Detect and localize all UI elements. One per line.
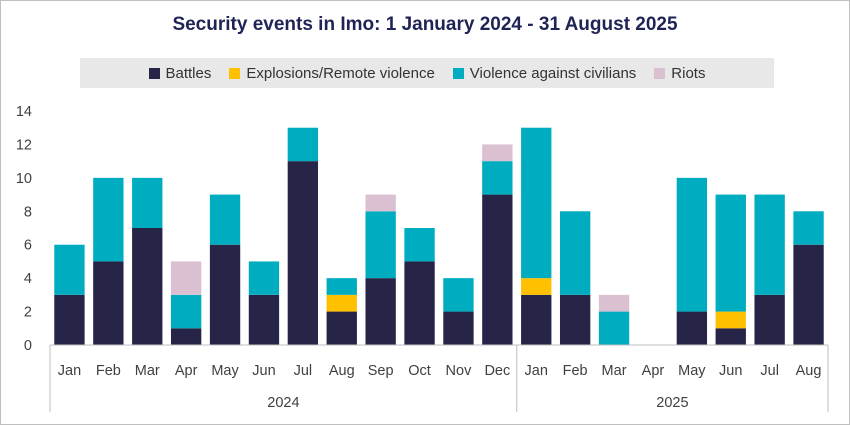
bar-segment [326, 294, 357, 312]
x-tick-label: Aug [796, 363, 822, 379]
legend-swatch [148, 67, 160, 79]
bar-segment [287, 127, 319, 162]
bar-segment [482, 161, 513, 195]
x-tick-label: May [211, 363, 239, 379]
x-tick-label: Feb [563, 363, 588, 379]
bar-segment [676, 177, 708, 312]
x-tick-label: Apr [175, 363, 198, 379]
bar-segment [521, 294, 552, 345]
x-tick-label: Jun [252, 363, 275, 379]
bar-segment [365, 194, 396, 212]
bar-segment [598, 294, 630, 312]
bar-segment [404, 261, 435, 345]
bar-segment [132, 177, 163, 228]
legend-swatch [452, 67, 464, 79]
legend-swatch [654, 67, 666, 79]
x-tick-label: Jul [294, 363, 313, 379]
y-tick-label: 10 [16, 171, 32, 187]
x-tick-label: Nov [446, 363, 473, 379]
chart-title: Security events in Imo: 1 January 2024 -… [172, 14, 678, 35]
legend-label: Violence against civilians [469, 64, 637, 82]
x-tick-label: Feb [96, 363, 121, 379]
y-tick-label: 12 [16, 137, 32, 153]
x-tick-label: Jan [58, 363, 81, 379]
bar-segment [482, 144, 513, 162]
bar-segment [365, 211, 396, 279]
y-tick-label: 6 [24, 238, 32, 254]
bar-segment [715, 194, 746, 312]
legend: Battles Explosions/Remote violence Violenc… [80, 58, 774, 88]
bar-segment [132, 228, 163, 345]
x-tick-label: Mar [135, 363, 160, 379]
bar-segment [54, 294, 85, 345]
x-tick-label: Sep [368, 363, 394, 379]
bar-segment [365, 278, 396, 345]
legend-item: Battles [148, 64, 212, 82]
bar-segment [209, 244, 241, 345]
bar-segment [754, 194, 785, 295]
x-tick-label: Aug [329, 363, 355, 379]
bar-segment [248, 261, 280, 295]
legend-label: Battles [165, 64, 212, 82]
bar-segment [754, 294, 785, 345]
y-tick-label: 8 [24, 204, 32, 220]
x-tick-label: Jun [719, 363, 742, 379]
bar-segment [170, 328, 202, 345]
legend-swatch [229, 67, 241, 79]
legend-item: Violence against civilians [452, 64, 637, 82]
bar-segment [209, 194, 241, 245]
legend-item: Riots [654, 65, 705, 82]
x-tick-label: Mar [602, 363, 627, 379]
y-tick-label: 4 [24, 271, 32, 287]
bar-segment [326, 278, 357, 295]
bar-segment [54, 244, 85, 295]
bar-segment [482, 194, 513, 345]
legend-item: Explosions/Remote violence [229, 64, 435, 82]
x-tick-label: Jan [525, 363, 548, 379]
group-label: 2024 [267, 395, 299, 411]
bar-segment [93, 261, 124, 345]
bar-segment [443, 311, 474, 345]
bar-segment [521, 278, 552, 295]
bar-segment [793, 244, 824, 345]
x-tick-label: May [678, 363, 706, 379]
bar-segment [170, 261, 202, 295]
y-tick-label: 14 [16, 104, 32, 120]
bar-segment [443, 278, 474, 312]
bar-segment [287, 161, 319, 345]
x-tick-label: Dec [484, 363, 510, 379]
bar-segment [715, 328, 746, 345]
bar-segment [793, 211, 824, 245]
y-tick-label: 0 [24, 338, 32, 354]
legend-label: Explosions/Remote violence [246, 64, 435, 82]
bar-segment [326, 311, 357, 345]
group-label: 2025 [656, 395, 688, 411]
bar-segment [248, 294, 280, 345]
bar-segment [559, 211, 591, 295]
bar-segment [559, 294, 591, 345]
x-tick-label: Oct [408, 363, 431, 379]
x-tick-label: Apr [642, 363, 665, 379]
y-tick-label: 2 [24, 305, 32, 321]
x-tick-label: Jul [760, 363, 779, 379]
bar-segment [404, 228, 435, 262]
legend-label: Riots [671, 64, 706, 82]
bar-segment [170, 294, 202, 329]
bar-segment [93, 177, 124, 262]
bar-segment [676, 311, 708, 345]
bar-segment [521, 127, 552, 279]
bar-segment [715, 311, 746, 329]
bar-segment [598, 311, 630, 345]
